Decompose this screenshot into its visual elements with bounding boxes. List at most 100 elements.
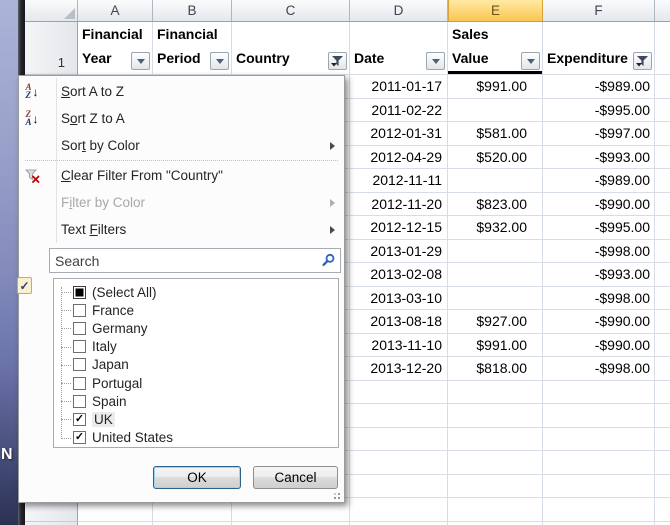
- cell-date[interactable]: 2012-12-15: [350, 216, 448, 240]
- cell-date[interactable]: 2012-01-31: [350, 122, 448, 146]
- filter-dropdown-financial-period[interactable]: [210, 52, 229, 70]
- filter-option-japan[interactable]: Japan: [54, 356, 338, 374]
- cell-expenditure[interactable]: -$993.00: [543, 145, 655, 169]
- header-cell-sales-value[interactable]: Sales Value: [448, 22, 543, 75]
- cell-sales[interactable]: [448, 169, 543, 193]
- cell-date[interactable]: 2013-11-10: [350, 333, 448, 357]
- checkbox-checked-icon[interactable]: ✓: [73, 431, 86, 445]
- cell-expenditure[interactable]: -$995.00: [543, 216, 655, 240]
- ok-button[interactable]: OK: [153, 466, 241, 489]
- header-text-line1: Sales: [452, 26, 489, 42]
- cancel-button[interactable]: Cancel: [253, 466, 338, 489]
- menu-item-sort-by-color[interactable]: Sor t by Color: [19, 132, 344, 159]
- cell-expenditure[interactable]: -$989.00: [543, 169, 655, 193]
- dropdown-arrow-icon: [136, 58, 145, 64]
- desktop-background: N: [0, 0, 18, 525]
- cell-sales[interactable]: [448, 239, 543, 263]
- checkbox-partial-icon[interactable]: [73, 285, 86, 299]
- checkbox-unchecked-icon[interactable]: [73, 321, 86, 335]
- cell-sales[interactable]: $932.00: [448, 216, 543, 240]
- cell-sales[interactable]: [448, 286, 543, 310]
- checkbox-unchecked-icon[interactable]: [73, 394, 86, 408]
- resize-grip[interactable]: [338, 497, 340, 499]
- cell-sales[interactable]: $823.00: [448, 192, 543, 216]
- cell-sales[interactable]: $927.00: [448, 310, 543, 334]
- row-header-8775[interactable]: 8775: [25, 521, 78, 525]
- cell-date[interactable]: 2011-01-17: [350, 75, 448, 99]
- select-all-corner[interactable]: [25, 0, 78, 21]
- filter-option-select-all[interactable]: (Select All): [54, 283, 338, 301]
- column-header-f[interactable]: F: [543, 0, 655, 21]
- filter-value-list: (Select All) France Germany Italy Japan …: [53, 278, 339, 448]
- cell-date[interactable]: 2011-02-22: [350, 98, 448, 122]
- cell-date[interactable]: 2013-02-08: [350, 263, 448, 287]
- dropdown-arrow-icon: [526, 58, 535, 64]
- filter-dropdown-financial-year[interactable]: [131, 52, 150, 70]
- filter-option-france[interactable]: France: [54, 301, 338, 319]
- cell-expenditure[interactable]: -$989.00: [543, 75, 655, 99]
- funnel-filtered-icon: [331, 55, 343, 66]
- cell-sales[interactable]: $991.00: [448, 75, 543, 99]
- column-header-e-selected[interactable]: E: [448, 0, 543, 21]
- column-header-g-partial[interactable]: [655, 0, 670, 21]
- cell-expenditure[interactable]: -$998.00: [543, 286, 655, 310]
- checkbox-unchecked-icon[interactable]: [73, 340, 86, 354]
- cell-date[interactable]: 2013-12-20: [350, 357, 448, 381]
- filter-dropdown-date[interactable]: [426, 52, 445, 70]
- cell-expenditure[interactable]: -$993.00: [543, 263, 655, 287]
- checkbox-checked-icon[interactable]: ✓: [73, 412, 86, 426]
- column-header-b[interactable]: B: [153, 0, 232, 21]
- row-header-1[interactable]: 1: [25, 22, 78, 75]
- cell-expenditure[interactable]: -$990.00: [543, 310, 655, 334]
- cell-sales[interactable]: $520.00: [448, 145, 543, 169]
- cell-date[interactable]: 2012-04-29: [350, 145, 448, 169]
- header-cell-g-partial[interactable]: [655, 22, 670, 75]
- column-header-c[interactable]: C: [232, 0, 350, 21]
- header-cell-expenditure[interactable]: Expenditure: [543, 22, 655, 75]
- cell-date[interactable]: 2013-08-18: [350, 310, 448, 334]
- header-cell-date[interactable]: Date: [350, 22, 448, 75]
- search-icon[interactable]: [320, 253, 336, 268]
- search-input[interactable]: [50, 252, 320, 269]
- cell-sales[interactable]: [448, 98, 543, 122]
- cell-date[interactable]: 2013-01-29: [350, 239, 448, 263]
- checkbox-unchecked-icon[interactable]: [73, 358, 86, 372]
- column-header-d[interactable]: D: [350, 0, 448, 21]
- cell-expenditure[interactable]: -$998.00: [543, 357, 655, 381]
- cell-sales[interactable]: $818.00: [448, 357, 543, 381]
- filter-option-italy[interactable]: Italy: [54, 338, 338, 356]
- header-cell-financial-period[interactable]: Financial Period: [153, 22, 232, 75]
- cell-sales[interactable]: $581.00: [448, 122, 543, 146]
- filter-option-portugal[interactable]: Portugal: [54, 374, 338, 392]
- filter-option-united-states[interactable]: ✓ United States: [54, 429, 338, 447]
- cell-expenditure[interactable]: -$990.00: [543, 192, 655, 216]
- floating-check-button[interactable]: ✓: [17, 277, 32, 294]
- column-header-a[interactable]: A: [78, 0, 153, 21]
- cell-expenditure[interactable]: -$995.00: [543, 98, 655, 122]
- submenu-arrow-icon: [330, 226, 335, 234]
- checkbox-unchecked-icon[interactable]: [73, 376, 86, 390]
- cell-date[interactable]: 2012-11-11: [350, 169, 448, 193]
- header-cell-financial-year[interactable]: Financial Year: [78, 22, 153, 75]
- filter-dropdown-sales-value[interactable]: [521, 52, 540, 70]
- header-text-line1: Financial: [82, 26, 143, 42]
- filter-option-spain[interactable]: Spain: [54, 392, 338, 410]
- cell-expenditure[interactable]: -$990.00: [543, 333, 655, 357]
- cell-expenditure[interactable]: -$998.00: [543, 239, 655, 263]
- cell-sales[interactable]: $991.00: [448, 333, 543, 357]
- cell-date[interactable]: 2013-03-10: [350, 286, 448, 310]
- checkbox-unchecked-icon[interactable]: [73, 303, 86, 317]
- cell-expenditure[interactable]: -$997.00: [543, 122, 655, 146]
- filter-option-germany[interactable]: Germany: [54, 319, 338, 337]
- filter-option-uk[interactable]: ✓ UK: [54, 410, 338, 428]
- cell-sales[interactable]: [448, 263, 543, 287]
- header-cell-country[interactable]: Country: [232, 22, 350, 75]
- cell-date[interactable]: 2012-11-20: [350, 192, 448, 216]
- filter-funnel-expenditure[interactable]: [633, 52, 652, 70]
- filter-funnel-country[interactable]: [328, 52, 347, 70]
